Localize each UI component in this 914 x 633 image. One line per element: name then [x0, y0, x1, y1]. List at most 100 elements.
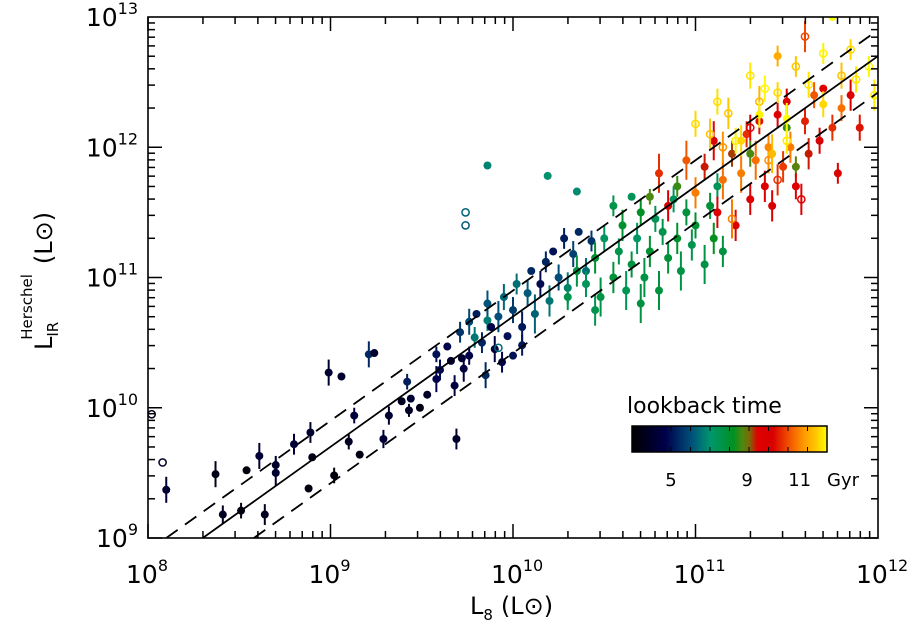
filled-marker	[324, 368, 333, 377]
data-point	[645, 235, 654, 268]
filled-marker	[545, 296, 554, 305]
filled-marker	[255, 451, 264, 460]
data-point	[549, 247, 558, 256]
filled-marker	[737, 169, 746, 178]
colorbar-swatch	[669, 426, 671, 452]
colorbar-swatch	[755, 426, 757, 452]
filled-marker	[782, 97, 791, 106]
colorbar-swatch	[742, 426, 744, 452]
colorbar-swatch	[639, 426, 641, 452]
data-point	[676, 251, 685, 291]
colorbar-swatch	[663, 426, 665, 452]
data-point	[614, 238, 623, 265]
colorbar-swatch	[640, 426, 642, 452]
data-point	[751, 140, 760, 180]
data-point	[731, 209, 740, 242]
colorbar-swatch	[649, 426, 651, 452]
colorbar-swatch	[822, 426, 824, 452]
open-marker	[760, 84, 770, 93]
colorbar-swatch	[713, 426, 715, 452]
colorbar-swatch	[711, 426, 713, 452]
filled-marker	[655, 286, 663, 295]
open-marker	[745, 71, 755, 80]
colorbar-swatch	[655, 426, 657, 452]
data-point	[773, 101, 782, 128]
filled-marker	[742, 130, 751, 139]
filled-marker	[658, 227, 667, 236]
data-point	[636, 284, 645, 324]
filled-marker	[713, 208, 722, 217]
colorbar-swatch	[768, 426, 770, 452]
filled-marker	[379, 435, 388, 444]
colorbar-swatch	[667, 426, 669, 452]
filled-marker	[465, 351, 474, 360]
filled-marker	[746, 149, 755, 158]
data-point	[713, 88, 722, 115]
colorbar-swatch	[774, 426, 776, 452]
filled-marker	[768, 149, 777, 158]
open-marker	[727, 214, 737, 224]
colorbar-swatch	[791, 426, 793, 452]
colorbar-swatch	[746, 426, 748, 452]
filled-marker	[636, 208, 645, 217]
open-marker	[797, 195, 806, 204]
colorbar-swatch	[676, 426, 678, 452]
y-tick-label: 109	[96, 520, 138, 553]
data-point	[837, 95, 846, 122]
filled-marker	[560, 234, 569, 243]
filled-marker	[344, 437, 353, 446]
x-axis-label: L8 (L⊙)	[470, 592, 553, 624]
filled-marker	[569, 250, 578, 259]
data-point	[700, 153, 709, 180]
colorbar-swatch	[699, 426, 701, 452]
colorbar-swatch	[659, 426, 661, 452]
filled-marker	[779, 162, 788, 171]
colorbar-swatch	[691, 426, 693, 452]
colorbar-swatch	[700, 426, 702, 452]
colorbar-swatch	[727, 426, 729, 452]
colorbar-swatch	[690, 426, 692, 452]
filled-marker	[536, 280, 545, 289]
data-point	[773, 45, 782, 67]
filled-marker	[815, 136, 824, 145]
colorbar-swatch	[682, 426, 684, 452]
filled-marker	[260, 510, 269, 519]
open-marker	[773, 175, 782, 185]
colorbar-swatch	[654, 426, 656, 452]
data-point	[664, 242, 673, 274]
filled-marker	[572, 187, 581, 196]
data-point	[242, 466, 251, 475]
data-point	[745, 62, 755, 89]
colorbar-swatch	[703, 426, 705, 452]
colorbar-swatch	[739, 426, 741, 452]
data-point	[746, 183, 755, 215]
colorbar-swatch	[734, 426, 736, 452]
x-tick-label: 108	[126, 556, 168, 589]
colorbar-swatch	[680, 426, 682, 452]
colorbar-swatch	[686, 426, 688, 452]
colorbar-swatch	[752, 426, 754, 452]
data-point	[523, 280, 532, 307]
colorbar-swatch	[815, 426, 817, 452]
colorbar-swatch	[809, 426, 811, 452]
colorbar-swatch	[683, 426, 685, 452]
open-marker	[782, 136, 792, 146]
data-point	[503, 332, 512, 341]
colorbar-unit: Gyr	[827, 470, 860, 491]
data-point	[636, 199, 645, 226]
colorbar-swatch	[702, 426, 704, 452]
colorbar-swatch	[709, 426, 711, 452]
filled-marker	[483, 161, 492, 170]
filled-marker	[406, 394, 415, 403]
colorbar-swatch	[800, 426, 802, 452]
data-point	[456, 321, 465, 343]
filled-marker	[833, 169, 842, 178]
filled-marker	[483, 299, 492, 308]
open-marker	[800, 32, 810, 41]
data-point	[477, 332, 486, 354]
data-point	[379, 429, 388, 449]
filled-marker	[768, 201, 777, 210]
colorbar-swatch	[786, 426, 788, 452]
data-point	[691, 110, 700, 137]
data-point	[461, 208, 470, 217]
